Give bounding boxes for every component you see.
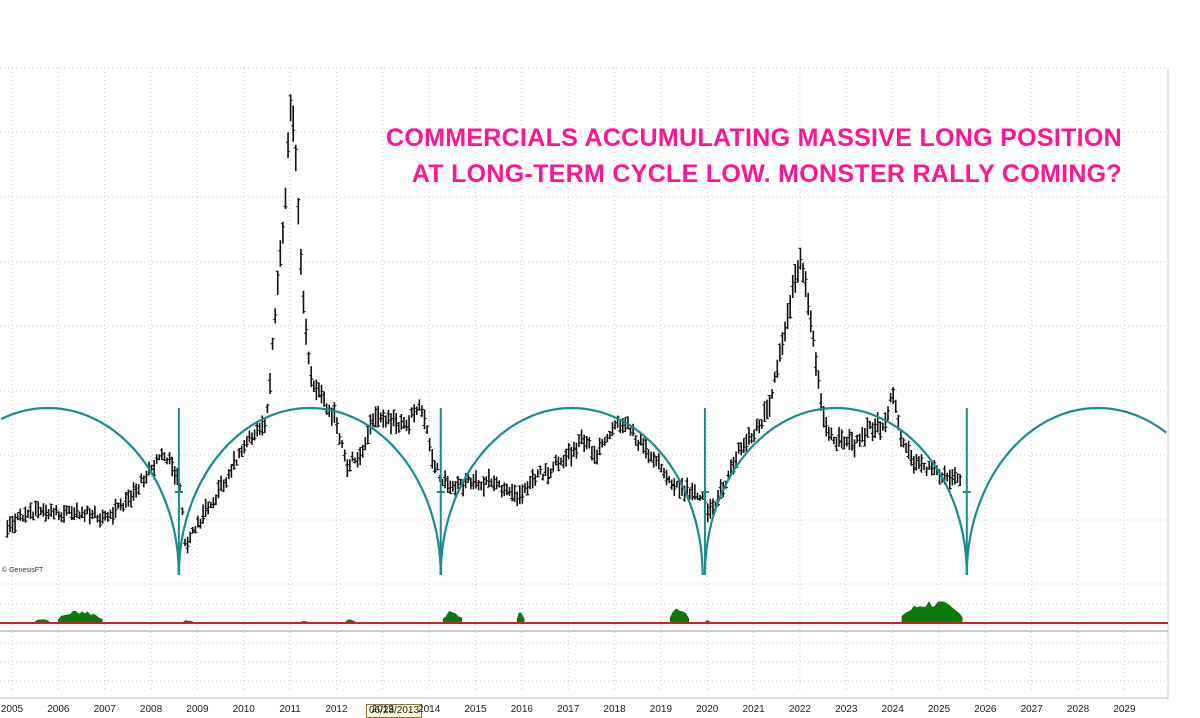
histogram-area (58, 611, 103, 624)
x-tick-label: 2027 (1020, 704, 1043, 715)
x-tick-label: 2016 (510, 704, 533, 715)
cycle-arc (439, 406, 704, 576)
cycle-arc (0, 406, 180, 576)
x-tick-label: 2026 (974, 704, 997, 715)
x-tick-label: 2013 (371, 704, 394, 715)
x-tick-label: 2023 (835, 704, 858, 715)
headline-line-2: AT LONG-TERM CYCLE LOW. MONSTER RALLY CO… (411, 160, 1122, 188)
x-tick-label: 2018 (603, 704, 626, 715)
histogram-area (442, 610, 462, 624)
histogram-area (901, 601, 963, 624)
price-bars (5, 94, 963, 554)
genesis-watermark: © GenesisFT (2, 567, 44, 574)
x-tick-label: 2015 (464, 704, 487, 715)
cycle-arc (965, 406, 1167, 576)
x-tick-label: 2029 (1113, 704, 1136, 715)
x-tick-label: 2006 (47, 704, 70, 715)
cycle-arc (703, 406, 968, 576)
x-tick-label: 2020 (696, 704, 719, 715)
x-tick-label: 2024 (881, 704, 904, 715)
x-tick-label: 2028 (1066, 704, 1090, 715)
histogram-area (516, 612, 525, 624)
histogram-area (669, 608, 689, 624)
x-tick-label: 2011 (279, 704, 301, 715)
headline-line-1: COMMERCIALS ACCUMULATING MASSIVE LONG PO… (385, 124, 1122, 152)
cycle-arcs (0, 406, 1167, 576)
commercials-histogram (0, 601, 1168, 624)
x-tick-label: 2010 (232, 704, 255, 715)
x-tick-label: 2012 (325, 704, 348, 715)
x-tick-label: 2019 (649, 704, 673, 715)
x-tick-label: 2025 (927, 704, 951, 715)
x-tick-label: 2005 (0, 704, 24, 715)
x-tick-label: 2007 (93, 704, 116, 715)
x-tick-label: 2009 (186, 704, 209, 715)
grid-layer (0, 67, 1169, 700)
x-tick-label: 2022 (788, 704, 812, 715)
x-tick-label: 2021 (742, 704, 765, 715)
x-tick-label: 2008 (139, 704, 163, 715)
x-tick-label: 2014 (418, 704, 441, 715)
x-tick-label: 2017 (557, 704, 580, 715)
cycle-arc (177, 406, 442, 575)
